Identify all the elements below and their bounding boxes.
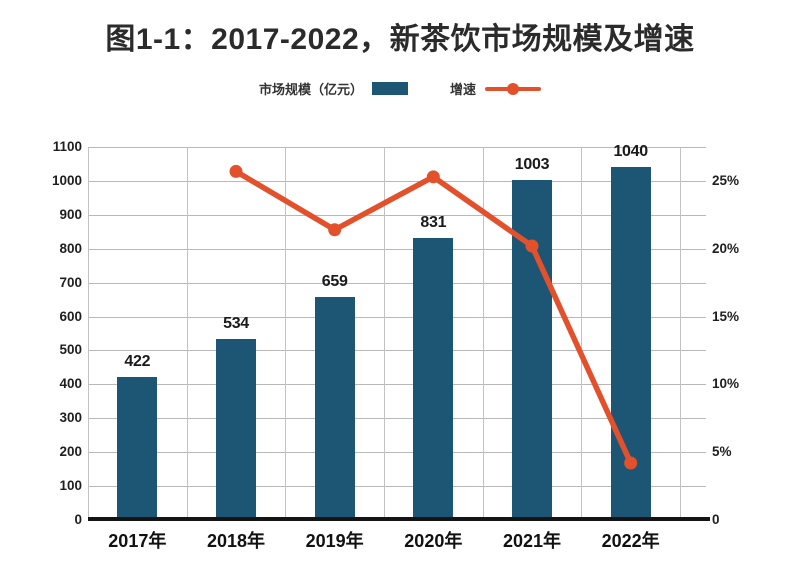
x-axis-label-2022年: 2022年 [601,531,660,551]
x-axis-line [88,517,710,521]
gridline-vertical [88,147,89,520]
bar-2017年 [117,376,158,520]
x-axis-label-2017年: 2017年 [108,531,167,551]
legend-line-swatch [485,82,542,95]
left-axis-tick-label: 1000 [51,172,82,188]
left-axis-tick-label: 900 [59,206,82,222]
gridline-horizontal [88,452,706,454]
gridline-vertical [384,147,385,520]
right-axis-tick-label: 10% [712,376,740,392]
right-axis-tick-label: 0 [712,512,720,527]
left-axis-tick-label: 600 [59,308,82,324]
left-axis-tick-label: 200 [59,444,82,460]
x-axis-label-2018年: 2018年 [206,531,266,551]
gridline-horizontal [88,147,706,148]
x-axis-label-2019年: 2019年 [305,531,364,551]
gridline-vertical [482,147,484,520]
right-axis-tick-label: 25% [712,172,740,188]
gridline-vertical [186,147,188,520]
right-axis-tick-label: 5% [712,444,732,460]
bar-2019年 [314,296,355,520]
bar-value-label: 534 [223,314,249,332]
growth-point [426,170,440,184]
gridline-horizontal [88,282,706,284]
growth-point [328,223,342,237]
growth-point [525,239,539,253]
plot-area: 422 534 659 831 1003 1040 [88,143,706,520]
gridline-horizontal [88,418,706,420]
growth-point [624,456,638,470]
gridline-horizontal [88,350,706,352]
growth-line [233,168,634,466]
growth-line-layer [229,164,638,470]
bar-value-label: 1040 [613,143,648,161]
gridline-horizontal [88,180,706,182]
gridline-horizontal [88,248,706,250]
bar-value-label: 1003 [514,155,550,173]
x-axis-label-2020年: 2020年 [404,531,463,551]
right-axis-tick-label: 20% [712,240,740,256]
right-axis-tick-label: 15% [712,308,740,324]
legend-bar-swatch [372,82,408,95]
left-axis-tick-label: 1100 [52,139,82,154]
bar-2018年 [216,338,256,520]
left-axis-tick-label: 300 [59,410,82,426]
gridline-horizontal [88,384,706,386]
left-axis-tick-label: 400 [59,376,82,392]
left-axis-tick-label: 100 [59,478,82,494]
bar-value-label: 831 [420,214,447,232]
gridline-horizontal [88,214,706,216]
legend-label-growth: 增速 [450,82,477,97]
left-axis-tick-label: 500 [59,342,82,358]
legend-item-market-size: 市场规模（亿元） [259,79,408,98]
growth-point [229,164,243,178]
legend-line-dot-icon [507,82,520,95]
legend-label-market-size: 市场规模（亿元） [258,82,363,97]
gridline-horizontal [88,486,706,488]
gridline-vertical [285,147,287,520]
left-axis-tick-label: 0 [74,512,82,527]
left-axis-tick-label: 700 [59,274,82,290]
x-axis-label-2021年: 2021年 [502,531,562,551]
bar-value-label: 422 [124,352,151,370]
bar-2020年 [413,238,454,520]
gridline-horizontal [88,316,706,318]
chart-title: 图1-1：2017-2022，新茶饮市场规模及增速 [105,23,695,56]
gridline-vertical [680,147,681,520]
gridline-vertical [581,147,583,520]
legend-item-growth: 增速 [450,79,542,98]
legend: 市场规模（亿元） 增速 [0,79,800,98]
left-axis-tick-label: 800 [59,240,82,256]
bar-value-label: 659 [321,272,348,290]
